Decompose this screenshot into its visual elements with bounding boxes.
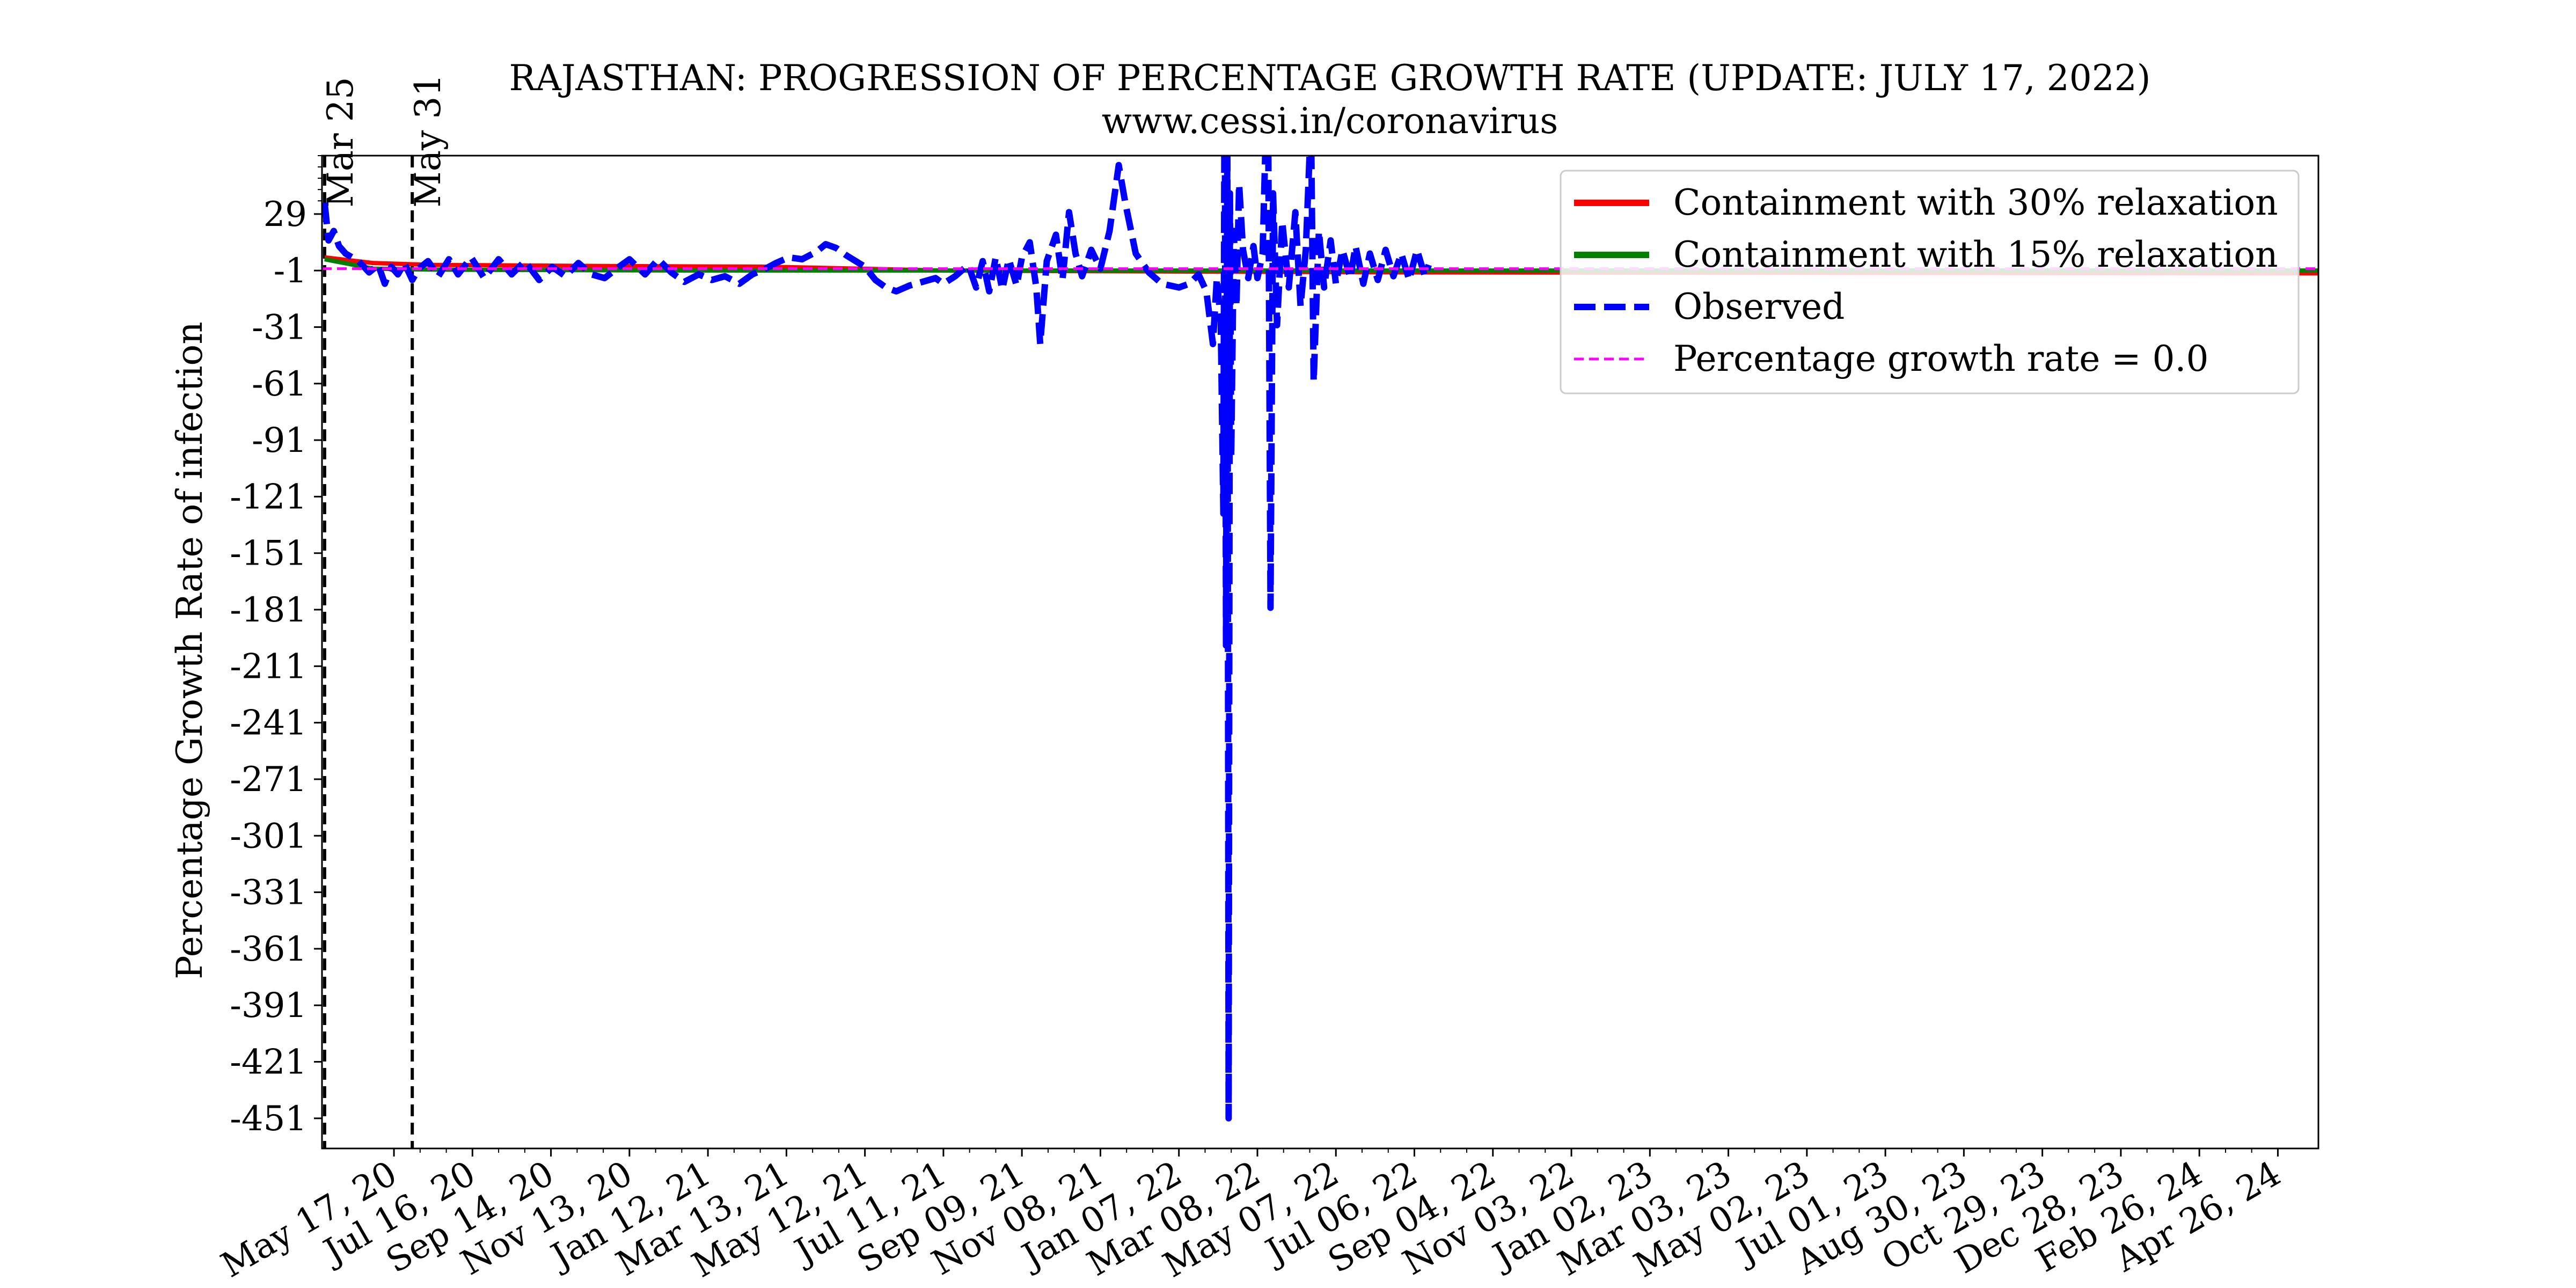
legend-entry: Observed [1673,286,1845,327]
series-layer [322,156,2318,1122]
y-tick-label: -391 [230,986,307,1026]
y-tick-label: -361 [230,930,307,969]
chart-title: RAJASTHAN: PROGRESSION OF PERCENTAGE GRO… [509,57,2151,99]
annotation-label: Mar 25 [320,77,361,207]
y-tick-label: -91 [252,421,307,460]
chart-subtitle: www.cessi.in/coronavirus [1102,100,1558,142]
y-tick-label: -271 [230,760,307,800]
annotation-label: May 31 [407,74,449,208]
y-axis: 29 -1 -31 -61 -91 -121 -151 -181 -211 -241 -271 -30… [230,155,322,1139]
y-tick-label: -181 [230,590,307,630]
y-tick-label: -1 [274,251,307,291]
legend-entry: Containment with 30% relaxation [1673,182,2278,223]
y-tick-label: 29 [264,195,307,235]
y-tick-label: -121 [230,477,307,517]
y-tick-label: -331 [230,873,307,913]
y-tick-label: -241 [230,704,307,743]
legend-entry: Containment with 15% relaxation [1673,234,2278,275]
annotations-layer: Mar 25 May 31 [320,74,449,1148]
y-tick-label: -31 [252,308,307,347]
series-line [322,156,1432,1122]
y-tick-label: -451 [230,1099,307,1139]
legend: Containment with 30% relaxation Containme… [1560,170,2300,394]
y-tick-label: -151 [230,534,307,574]
legend-box [1560,170,2300,394]
y-tick-label: -301 [230,816,307,856]
y-tick-label: -421 [230,1043,307,1082]
y-tick-label: -211 [230,647,307,686]
y-tick-label: -61 [252,364,307,404]
legend-entry: Percentage growth rate = 0.0 [1673,338,2208,379]
y-axis-label: Percentage Growth Rate of infection [169,321,210,979]
plot-frame [321,155,2319,1150]
